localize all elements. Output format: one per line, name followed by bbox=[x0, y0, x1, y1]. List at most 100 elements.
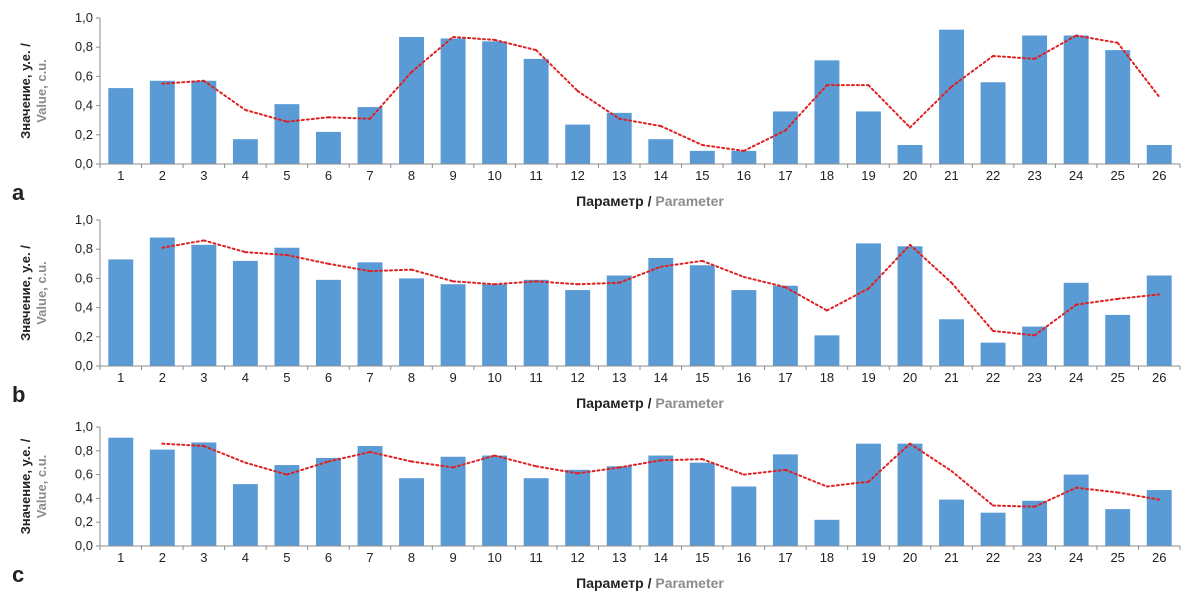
trend-segment bbox=[576, 281, 621, 286]
trend-segment bbox=[244, 251, 288, 257]
y-axis-label-ru: Значение, у.е. / bbox=[18, 245, 33, 341]
x-tick-label: 6 bbox=[325, 370, 332, 385]
x-tick-label: 26 bbox=[1152, 370, 1166, 385]
trend-segment bbox=[742, 275, 787, 289]
trend-segment bbox=[1116, 491, 1161, 501]
x-tick-label: 23 bbox=[1027, 168, 1041, 183]
bar bbox=[274, 465, 300, 546]
trend-segment bbox=[452, 280, 496, 286]
trend-segment bbox=[576, 90, 621, 120]
x-tick-label: 8 bbox=[408, 370, 415, 385]
x-tick-label: 26 bbox=[1152, 550, 1166, 565]
x-axis-label-sep: / bbox=[644, 193, 656, 209]
bar bbox=[1063, 474, 1089, 546]
trend-segment bbox=[327, 450, 371, 463]
x-tick-label: 17 bbox=[778, 550, 792, 565]
trend-segment bbox=[493, 38, 538, 52]
trend-segment bbox=[659, 259, 704, 268]
bar bbox=[149, 80, 175, 164]
trend-segment bbox=[452, 454, 496, 469]
bar bbox=[149, 237, 175, 366]
x-tick-label: 4 bbox=[242, 550, 249, 565]
x-tick-label: 8 bbox=[408, 168, 415, 183]
x-tick-label: 9 bbox=[449, 168, 456, 183]
trend-segment bbox=[992, 54, 1036, 60]
trend-segment bbox=[659, 458, 704, 462]
y-tick-label: 0,2 bbox=[75, 514, 93, 529]
trend-segment bbox=[1075, 486, 1119, 494]
bar bbox=[523, 279, 549, 366]
x-tick-label: 20 bbox=[903, 550, 917, 565]
trend-segment bbox=[659, 125, 704, 147]
trend-segment bbox=[618, 459, 662, 469]
trend-segment bbox=[909, 85, 953, 129]
bar bbox=[316, 279, 341, 366]
x-tick-label: 12 bbox=[570, 168, 584, 183]
bar bbox=[1105, 50, 1131, 165]
bar bbox=[689, 462, 715, 546]
bar bbox=[814, 519, 840, 546]
panel-label: c bbox=[12, 562, 24, 587]
x-tick-label: 15 bbox=[695, 370, 709, 385]
trend-segment bbox=[618, 265, 662, 284]
x-axis-label-en: Parameter bbox=[655, 395, 724, 411]
bar bbox=[108, 88, 134, 164]
trend-segment bbox=[701, 144, 745, 152]
trend-segment bbox=[535, 49, 579, 92]
x-tick-label: 16 bbox=[737, 550, 751, 565]
bar bbox=[1146, 145, 1172, 164]
x-tick-label: 2 bbox=[159, 550, 166, 565]
x-tick-label: 25 bbox=[1110, 550, 1124, 565]
y-tick-label: 0,0 bbox=[75, 156, 93, 171]
x-tick-label: 21 bbox=[944, 168, 958, 183]
x-tick-label: 3 bbox=[200, 370, 207, 385]
trend-segment bbox=[825, 287, 870, 312]
y-axis-label: Значение, у.е. /Value, c.u. bbox=[18, 43, 49, 139]
x-tick-label: 12 bbox=[570, 370, 584, 385]
bar bbox=[980, 342, 1006, 366]
bar bbox=[482, 41, 508, 164]
bar bbox=[856, 111, 881, 164]
trend-segment bbox=[950, 54, 995, 88]
x-axis-label-sep: / bbox=[644, 395, 656, 411]
x-tick-label: 22 bbox=[986, 370, 1000, 385]
x-axis-label: Параметр / Parameter bbox=[576, 395, 724, 411]
bar bbox=[689, 150, 715, 164]
x-tick-label: 21 bbox=[944, 370, 958, 385]
bar bbox=[731, 150, 757, 164]
trend-segment bbox=[161, 442, 205, 448]
bar bbox=[689, 265, 715, 366]
trend-segment bbox=[452, 35, 496, 41]
bar bbox=[399, 278, 424, 366]
y-tick-label: 0,8 bbox=[75, 39, 93, 54]
trend-segment bbox=[1116, 293, 1161, 300]
trend-segment bbox=[535, 465, 579, 475]
bar bbox=[191, 80, 217, 164]
x-tick-label: 7 bbox=[366, 550, 373, 565]
bar bbox=[191, 244, 217, 366]
x-tick-label: 24 bbox=[1069, 168, 1083, 183]
x-tick-label: 12 bbox=[570, 550, 584, 565]
x-tick-label: 1 bbox=[117, 370, 124, 385]
bar bbox=[856, 443, 881, 546]
x-tick-label: 3 bbox=[200, 550, 207, 565]
trend-segment bbox=[1033, 486, 1078, 508]
y-tick-label: 0,4 bbox=[75, 490, 93, 505]
x-tick-label: 9 bbox=[449, 550, 456, 565]
trend-segment bbox=[202, 445, 247, 464]
y-tick-label: 0,0 bbox=[75, 538, 93, 553]
bar bbox=[648, 257, 674, 366]
x-axis-label: Параметр / Parameter bbox=[576, 193, 724, 209]
bar bbox=[1063, 35, 1089, 164]
y-tick-label: 0,8 bbox=[75, 443, 93, 458]
x-tick-label: 1 bbox=[117, 168, 124, 183]
y-tick-label: 1,0 bbox=[75, 10, 93, 25]
bar bbox=[565, 469, 591, 546]
trend-segment bbox=[742, 129, 787, 152]
x-tick-label: 13 bbox=[612, 370, 626, 385]
x-tick-label: 11 bbox=[529, 168, 543, 183]
x-tick-label: 24 bbox=[1069, 370, 1083, 385]
trend-segment bbox=[202, 79, 247, 111]
x-tick-label: 11 bbox=[529, 370, 543, 385]
x-tick-label: 6 bbox=[325, 550, 332, 565]
